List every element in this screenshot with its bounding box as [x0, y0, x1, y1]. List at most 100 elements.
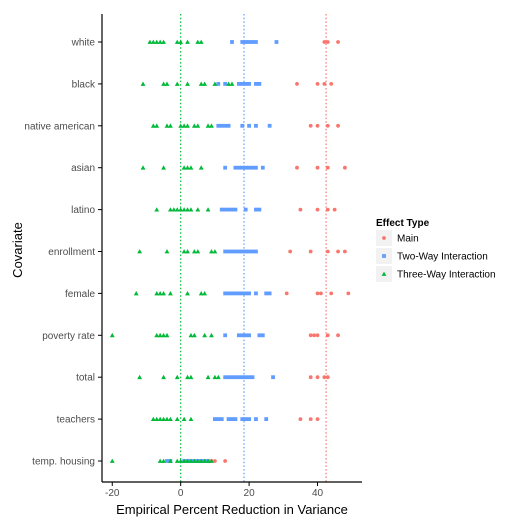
point-two-way-interaction-female	[247, 291, 252, 296]
point-three-way-interaction-latino	[195, 207, 201, 212]
point-three-way-interaction-temp-housing	[174, 458, 180, 463]
point-two-way-interaction-latino	[243, 207, 248, 212]
point-two-way-interaction-asian	[233, 165, 238, 170]
point-main-latino	[325, 207, 330, 212]
point-main-teachers	[315, 417, 320, 421]
point-main-enrollment	[342, 249, 347, 254]
point-two-way-interaction-enrollment	[243, 249, 248, 254]
point-three-way-interaction-latino	[188, 207, 194, 212]
point-three-way-interaction-total	[188, 374, 194, 380]
point-main-poverty-rate	[325, 333, 330, 338]
y-tick-label-temp-housing: temp. housing	[32, 457, 95, 468]
point-three-way-interaction-teachers	[150, 416, 156, 422]
point-two-way-interaction-latino	[230, 207, 234, 212]
point-two-way-interaction-latino	[226, 207, 231, 212]
point-two-way-interaction-female	[264, 291, 269, 296]
point-three-way-interaction-enrollment	[185, 249, 190, 254]
point-two-way-interaction-native-american	[219, 123, 224, 128]
point-main-black	[295, 82, 299, 86]
point-two-way-interaction-poverty-rate	[240, 333, 245, 338]
x-axis-title: Empirical Percent Reduction in Variance	[116, 502, 348, 517]
point-three-way-interaction-black	[226, 81, 231, 86]
point-three-way-interaction-black	[198, 81, 204, 86]
point-two-way-interaction-native-american	[247, 123, 252, 128]
point-three-way-interaction-native-american	[164, 123, 170, 128]
point-two-way-interaction-asian	[250, 165, 255, 170]
point-two-way-interaction-black	[223, 82, 228, 86]
point-three-way-interaction-temp-housing	[157, 458, 163, 463]
y-tick-label-asian: asian	[71, 163, 95, 174]
point-three-way-interaction-black	[164, 81, 170, 86]
y-tick-label-white: white	[71, 38, 96, 49]
point-three-way-interaction-female	[133, 291, 139, 296]
point-main-teachers	[308, 417, 313, 421]
point-three-way-interaction-latino	[178, 207, 184, 212]
point-two-way-interaction-female	[230, 291, 234, 296]
point-three-way-interaction-temp-housing	[181, 458, 187, 463]
point-three-way-interaction-poverty-rate	[188, 332, 194, 338]
point-main-asian	[315, 165, 320, 170]
point-two-way-interaction-total	[236, 375, 241, 380]
point-two-way-interaction-female	[243, 291, 248, 296]
point-three-way-interaction-white	[185, 39, 190, 44]
point-two-way-interaction-white	[247, 40, 252, 44]
point-two-way-interaction-poverty-rate	[236, 333, 241, 338]
point-two-way-interaction-white	[254, 40, 258, 44]
point-two-way-interaction-white	[243, 40, 248, 44]
legend-entry-two-way-interaction: Two-Way Interaction	[376, 248, 488, 264]
point-two-way-interaction-temp-housing	[165, 459, 169, 463]
point-main-female	[284, 291, 289, 296]
point-main-latino	[315, 207, 320, 212]
y-tick-label-total: total	[76, 373, 95, 384]
point-three-way-interaction-native-american	[168, 123, 173, 128]
legend-label-two-way-interaction: Two-Way Interaction	[397, 252, 488, 263]
point-two-way-interaction-asian	[243, 165, 248, 170]
point-three-way-interaction-white	[161, 39, 166, 44]
y-tick-label-native-american: native american	[24, 121, 95, 132]
point-two-way-interaction-native-american	[267, 123, 272, 128]
point-three-way-interaction-teachers	[168, 416, 173, 422]
point-main-enrollment	[325, 249, 330, 254]
point-three-way-interaction-white	[195, 39, 201, 44]
legend-label-three-way-interaction: Three-Way Interaction	[397, 270, 496, 281]
point-three-way-interaction-black	[185, 81, 190, 86]
point-two-way-interaction-latino	[257, 207, 262, 212]
point-two-way-interaction-enrollment	[223, 249, 228, 254]
point-main-teachers	[298, 417, 303, 421]
point-three-way-interaction-teachers	[157, 416, 163, 422]
point-main-black	[329, 82, 334, 86]
point-three-way-interaction-native-american	[205, 123, 211, 128]
point-main-latino	[332, 207, 337, 212]
point-two-way-interaction-female	[233, 291, 238, 296]
point-two-way-interaction-native-american	[226, 123, 231, 128]
point-two-way-interaction-enrollment	[233, 249, 238, 254]
point-three-way-interaction-latino	[205, 207, 211, 212]
point-two-way-interaction-female	[254, 291, 258, 296]
point-three-way-interaction-female	[202, 291, 208, 296]
point-two-way-interaction-enrollment	[240, 249, 245, 254]
point-main-asian	[295, 165, 299, 170]
point-three-way-interaction-latino	[181, 207, 187, 212]
point-three-way-interaction-temp-housing	[161, 458, 166, 463]
point-three-way-interaction-native-american	[195, 123, 201, 128]
point-three-way-interaction-enrollment	[181, 249, 187, 254]
point-two-way-interaction-teachers	[233, 417, 238, 421]
point-three-way-interaction-temp-housing	[195, 458, 201, 463]
point-three-way-interaction-enrollment	[209, 249, 214, 254]
point-three-way-interaction-enrollment	[137, 249, 143, 254]
point-three-way-interaction-teachers	[174, 416, 180, 422]
point-main-native-american	[308, 123, 313, 128]
point-two-way-interaction-poverty-rate	[260, 333, 265, 338]
point-three-way-interaction-teachers	[188, 416, 194, 422]
point-three-way-interaction-total	[185, 374, 190, 380]
point-main-total	[315, 375, 320, 380]
x-tick-label: -20	[105, 488, 120, 499]
point-three-way-interaction-total	[215, 374, 221, 380]
point-three-way-interaction-total	[205, 374, 211, 380]
point-main-temp-housing	[223, 459, 228, 463]
y-tick-label-enrollment: enrollment	[48, 247, 95, 258]
x-tick-label: 20	[244, 488, 256, 499]
point-three-way-interaction-total	[161, 374, 166, 380]
point-three-way-interaction-teachers	[181, 416, 187, 422]
point-two-way-interaction-enrollment	[254, 249, 258, 254]
